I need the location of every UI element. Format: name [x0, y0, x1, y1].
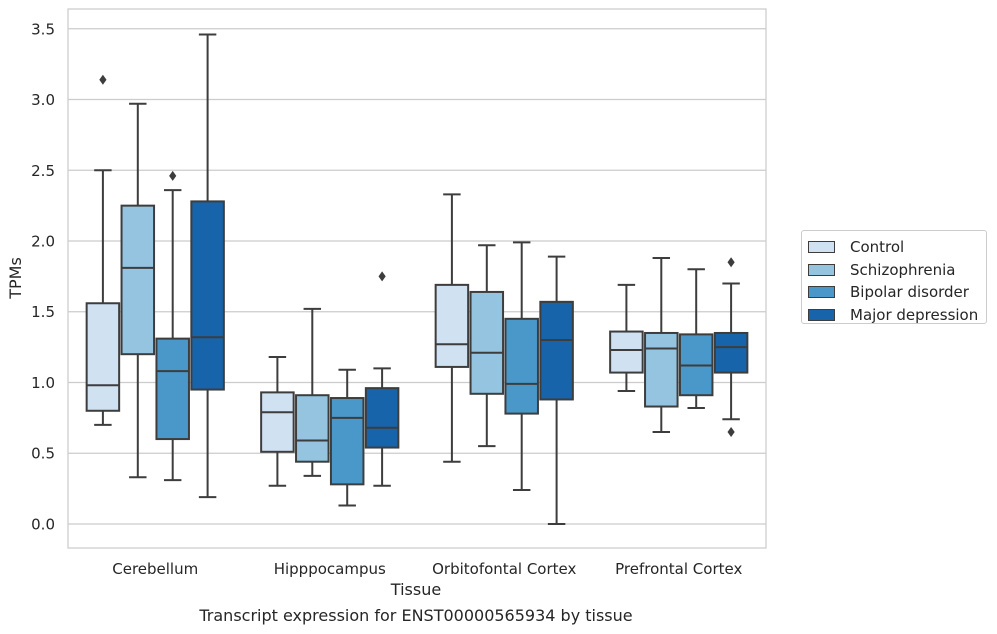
box-group — [155, 170, 190, 482]
box — [469, 290, 505, 395]
y-axis-label: TPMs — [6, 257, 25, 300]
box — [504, 317, 539, 415]
box-group — [295, 307, 330, 477]
box — [713, 331, 749, 374]
x-axis-label: Tissue — [390, 580, 441, 599]
box — [155, 337, 190, 441]
box-group — [469, 244, 505, 448]
box-plot-marks — [85, 33, 749, 525]
box-group — [260, 356, 295, 487]
outlier-point — [378, 271, 386, 282]
y-tick-label: 0.5 — [31, 445, 55, 463]
y-tick-label: 3.0 — [31, 91, 55, 109]
legend-item: Schizophrenia — [802, 259, 986, 282]
legend: Control Schizophrenia Bipolar disorder Majo… — [801, 230, 987, 324]
y-tick-label: 2.5 — [31, 162, 55, 180]
plot-frame — [67, 8, 767, 549]
legend-swatch — [808, 286, 835, 299]
x-tick-label: Orbitofontal Cortex — [432, 560, 576, 578]
outlier-point — [727, 257, 735, 268]
legend-item: Major depression — [802, 304, 986, 327]
box-group — [85, 74, 121, 426]
y-tick-labels: 0.0 0.5 1.0 1.5 2.0 2.5 3.0 3.5 — [31, 20, 55, 533]
legend-label: Bipolar disorder — [850, 283, 969, 302]
box-group — [504, 241, 539, 491]
box — [120, 204, 156, 356]
y-tick-label: 0.0 — [31, 515, 55, 533]
box — [434, 283, 470, 368]
box — [295, 394, 330, 463]
outlier-point — [169, 170, 177, 181]
x-tick-label: Cerebellum — [112, 560, 198, 578]
x-tick-label: Hipppocampus — [274, 560, 386, 578]
legend-swatch — [808, 241, 835, 254]
box-group — [120, 102, 156, 479]
outlier-point — [727, 426, 735, 437]
y-tick-label: 3.5 — [31, 20, 55, 38]
box — [609, 330, 644, 374]
box-group — [609, 283, 644, 392]
legend-item: Bipolar disorder — [802, 281, 986, 304]
legend-label: Control — [850, 238, 905, 257]
y-tick-label: 2.0 — [31, 233, 55, 251]
legend-swatch — [808, 308, 835, 321]
box-group — [434, 193, 470, 463]
box — [539, 300, 574, 401]
outlier-point — [99, 74, 107, 85]
legend-label: Schizophrenia — [850, 260, 956, 279]
box — [260, 391, 295, 453]
box-group — [539, 255, 574, 525]
box-group — [190, 33, 225, 499]
x-tick-labels: Cerebellum Hipppocampus Orbitofontal Corte… — [112, 560, 742, 578]
box — [364, 387, 400, 449]
box-group — [713, 257, 749, 437]
figure-caption: Transcript expression for ENST0000056593… — [199, 606, 633, 625]
box-group — [678, 268, 714, 409]
legend-label: Major depression — [850, 305, 979, 324]
box — [85, 302, 121, 412]
box — [190, 200, 225, 391]
legend-swatch — [808, 263, 835, 276]
box-group — [364, 271, 400, 487]
x-tick-label: Prefrontal Cortex — [615, 560, 742, 578]
box — [644, 331, 679, 408]
y-tick-label: 1.0 — [31, 374, 55, 392]
y-tick-label: 1.5 — [31, 303, 55, 321]
box-group — [644, 256, 679, 433]
box — [329, 397, 365, 486]
box-group — [329, 368, 365, 507]
legend-item: Control — [802, 236, 986, 259]
